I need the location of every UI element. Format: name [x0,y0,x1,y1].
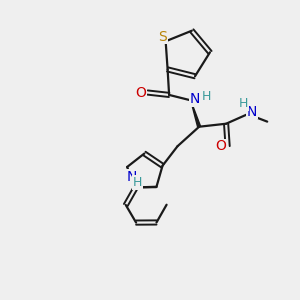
Text: N: N [190,92,200,106]
Text: S: S [158,30,167,44]
Text: O: O [216,139,226,153]
Polygon shape [191,100,200,127]
Text: N: N [247,105,257,119]
Text: O: O [136,85,146,100]
Text: H: H [133,176,142,189]
Text: H: H [238,97,248,110]
Text: H: H [202,90,211,103]
Text: N: N [127,169,137,184]
